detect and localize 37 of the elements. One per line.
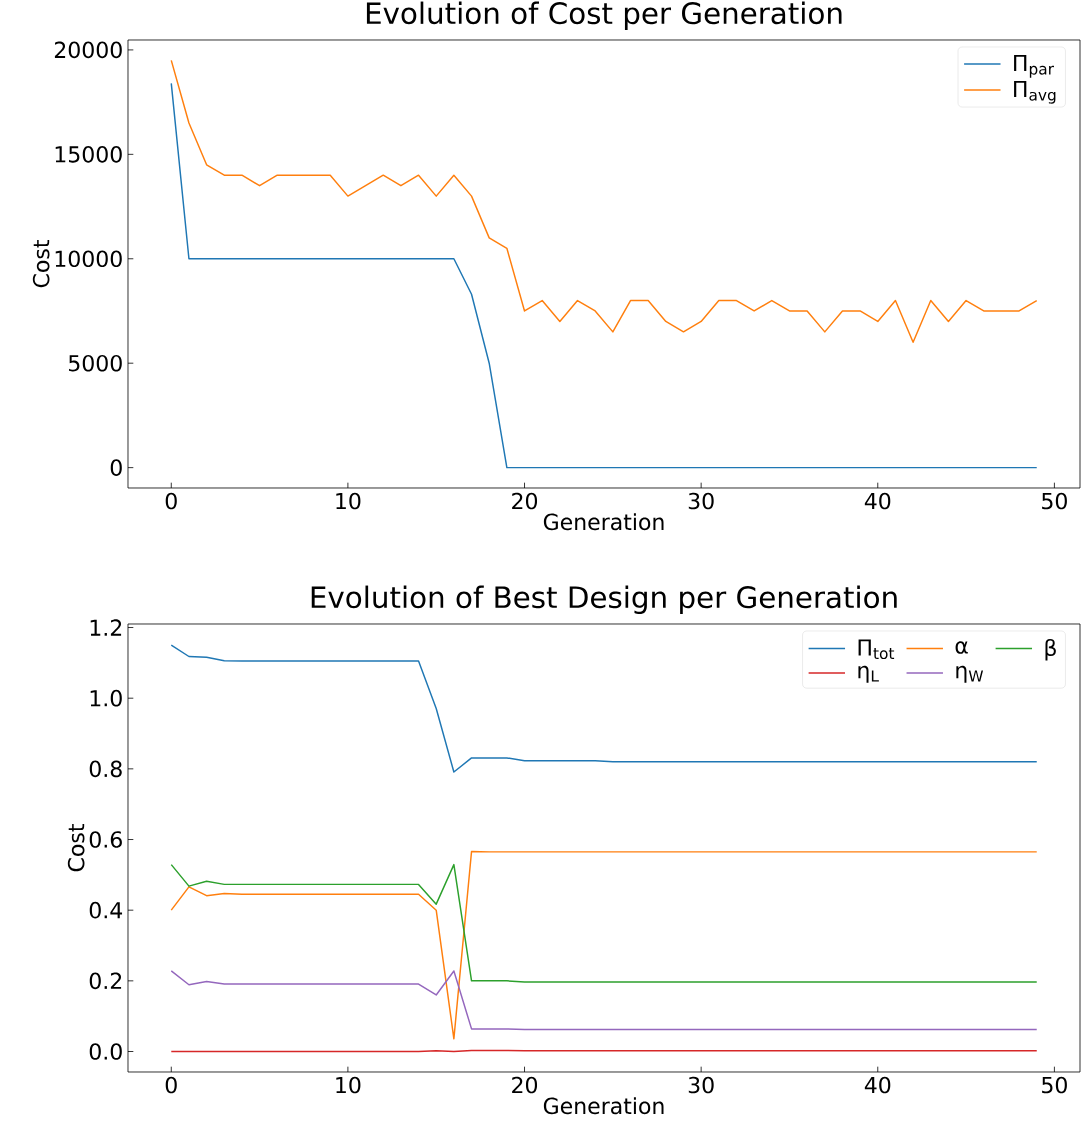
x-tick-label: 40 [864, 1076, 891, 1094]
y-tick-label: 0.2 [89, 972, 122, 990]
legend-label: α [955, 641, 968, 654]
legend-label: Π$_{par}$ [1014, 54, 1055, 78]
x-tick-label: 0 [165, 492, 177, 510]
x-tick-label: 40 [864, 492, 891, 510]
y-tick-label: 20000 [54, 41, 122, 59]
legend-label: Π$_{tot}$ [858, 639, 895, 660]
y-tick-label: 0.8 [89, 760, 122, 778]
y-tick-label: 0.6 [89, 831, 122, 848]
y-tick-label: 1.2 [90, 619, 122, 636]
x-tick-label: 0 [165, 1076, 177, 1094]
legend-label: η$_{L}$ [858, 665, 879, 683]
chart-title: Evolution of Best Design per Generation [311, 585, 897, 614]
x-tick-label: 30 [688, 1076, 714, 1094]
legend-label: β [1045, 638, 1056, 661]
y-tick-label: 0.0 [89, 1043, 122, 1060]
y-axis-title: Cost [67, 824, 85, 872]
x-tick-label: 20 [512, 492, 538, 510]
y-tick-label: 1.0 [90, 689, 122, 707]
x-tick-label: 50 [1042, 492, 1067, 510]
y-axis-title: Cost [32, 240, 50, 288]
x-tick-label: 20 [512, 1076, 538, 1094]
legend-label: η$_{W}$ [956, 665, 984, 683]
y-tick-label: 0 [110, 459, 122, 476]
x-tick-label: 10 [336, 1076, 361, 1094]
y-tick-label: 10000 [55, 250, 122, 268]
x-tick-label: 30 [688, 492, 714, 510]
x-tick-label: 10 [336, 492, 361, 510]
y-tick-label: 15000 [55, 146, 122, 163]
y-tick-label: 5000 [68, 354, 122, 372]
y-tick-label: 0.4 [89, 901, 123, 919]
chart-title: Evolution of Cost per Generation [366, 1, 842, 30]
x-axis-title: Generation [543, 513, 664, 531]
x-axis-title: Generation [543, 1097, 664, 1115]
x-tick-label: 50 [1042, 1076, 1067, 1094]
legend-label: Π$_{avg}$ [1014, 81, 1056, 104]
